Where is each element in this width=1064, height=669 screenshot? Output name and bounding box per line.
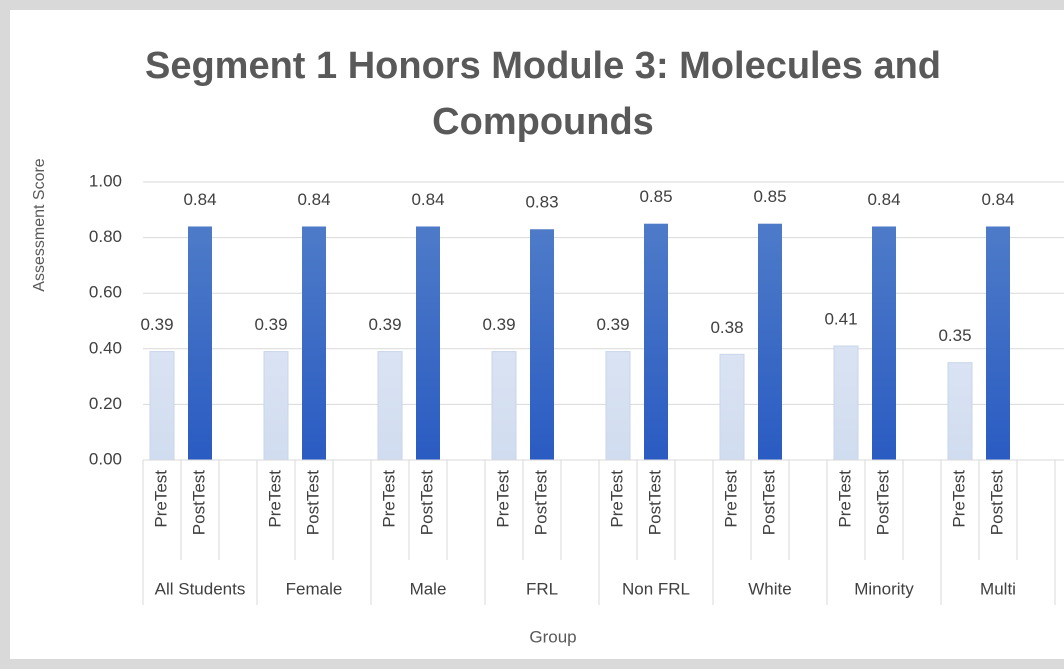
- bar: [491, 351, 517, 461]
- value-label: 0.83: [525, 193, 558, 212]
- sub-tick-label: PostTest: [531, 470, 550, 535]
- sub-tick-label: PreTest: [379, 470, 398, 528]
- value-label: 0.39: [140, 315, 173, 334]
- value-label: 0.84: [867, 190, 900, 209]
- value-label: 0.84: [297, 190, 330, 209]
- x-axis-title: Group: [529, 627, 576, 646]
- sub-tick-label: PostTest: [417, 470, 436, 535]
- sub-tick-label: PostTest: [645, 470, 664, 535]
- bar: [719, 353, 745, 461]
- sub-tick-label: PreTest: [151, 470, 170, 528]
- value-label: 0.39: [482, 315, 515, 334]
- y-axis-title: Assessment Score: [31, 158, 48, 291]
- bar: [758, 223, 782, 460]
- sub-tick-label: PostTest: [303, 470, 322, 535]
- bar: [986, 226, 1010, 460]
- bar: [377, 351, 403, 461]
- value-label: 0.35: [938, 326, 971, 345]
- bar: [947, 362, 973, 461]
- bar: [302, 226, 326, 460]
- sub-tick-label: PostTest: [873, 470, 892, 535]
- bar: [605, 351, 631, 461]
- bar: [149, 351, 175, 461]
- sub-tick-label: PreTest: [265, 470, 284, 528]
- value-label: 0.85: [639, 187, 672, 206]
- value-label: 0.84: [183, 190, 216, 209]
- value-label: 0.39: [596, 315, 629, 334]
- x-tick-label: Minority: [854, 579, 914, 598]
- y-tick-label: 0.20: [89, 394, 122, 413]
- x-tick-label: White: [748, 579, 791, 598]
- bar: [263, 351, 289, 461]
- sub-tick-label: PreTest: [607, 470, 626, 528]
- sub-tick-label: PostTest: [987, 470, 1006, 535]
- value-label: 0.38: [710, 318, 743, 337]
- sub-tick-label: PreTest: [949, 470, 968, 528]
- bar: [416, 226, 440, 460]
- sub-tick-label: PreTest: [835, 470, 854, 528]
- y-tick-label: 0.80: [89, 227, 122, 246]
- x-tick-label: Multi: [980, 579, 1016, 598]
- sub-tick-label: PreTest: [721, 470, 740, 528]
- y-tick-label: 0.00: [89, 449, 122, 468]
- x-tick-label: All Students: [155, 579, 246, 598]
- value-label: 0.41: [824, 310, 857, 329]
- sub-tick-label: PostTest: [189, 470, 208, 535]
- chart-title: Segment 1 Honors Module 3: Molecules and…: [144, 45, 941, 143]
- x-tick-label: Female: [286, 579, 343, 598]
- sub-tick-label: PreTest: [493, 470, 512, 528]
- bar: [188, 226, 212, 460]
- value-label: 0.39: [254, 315, 287, 334]
- x-tick-label: FRL: [526, 579, 558, 598]
- value-label: 0.39: [368, 315, 401, 334]
- x-tick-label: Non FRL: [622, 579, 690, 598]
- bar: [833, 345, 859, 461]
- sub-tick-label: PostTest: [759, 470, 778, 535]
- x-tick-label: Male: [410, 579, 447, 598]
- bar: [530, 229, 554, 460]
- y-tick-label: 0.40: [89, 338, 122, 357]
- value-label: 0.84: [981, 190, 1014, 209]
- y-tick-label: 0.60: [89, 283, 122, 302]
- bar: [644, 223, 668, 460]
- value-label: 0.84: [411, 190, 444, 209]
- bar: [872, 226, 896, 460]
- value-label: 0.85: [753, 187, 786, 206]
- y-tick-label: 1.00: [89, 171, 122, 190]
